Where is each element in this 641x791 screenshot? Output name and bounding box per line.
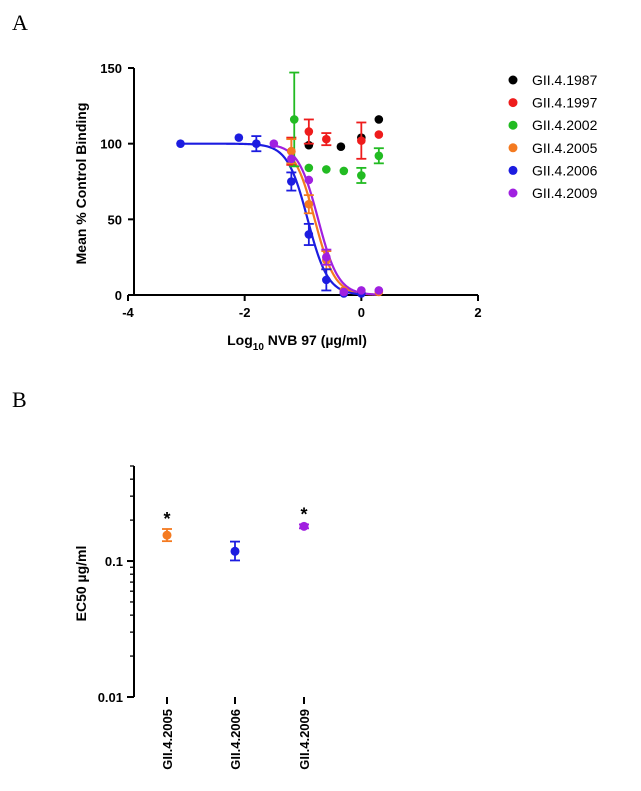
panel-b-axes: 0.01 0.1 GII.4.2005 GII.4.2006 GII.4.2009 [98,465,312,770]
data-point [304,127,314,136]
x-label-log: Log [227,332,253,348]
data-point [230,546,240,556]
x-tick-label: -2 [239,305,251,320]
data-point [322,275,331,285]
legend-label: GII.4.2005 [532,140,598,156]
data-point [374,115,384,124]
x-tick-label: 2 [474,305,481,320]
data-point [374,151,384,161]
data-point [339,287,349,297]
y-tick-label: 50 [108,212,122,227]
x-tick-label: GII.4.2005 [160,709,175,770]
legend-label: GII.4.2009 [532,185,598,201]
y-tick-label: 150 [100,61,122,76]
fit-curve [180,142,362,296]
x-label-subscript: 10 [253,342,265,353]
data-point [304,163,314,173]
x-tick-label: -4 [122,305,134,320]
data-point [304,199,314,209]
data-point [234,133,244,142]
y-tick-label: 0.01 [98,690,123,705]
data-point [357,136,366,145]
panel-a-legend: GII.4.1987 GII.4.1997 GII.4.2002 GII.4.2005… [508,72,598,201]
y-tick-label: 0.1 [105,554,123,569]
panel-a-y-axis-label: Mean % Control Binding [73,103,89,265]
data-point [299,521,309,531]
data-point [287,154,296,164]
data-point [374,286,384,295]
data-point [322,165,331,174]
legend-label: GII.4.2006 [532,162,598,178]
panel-b-data-points: * * [162,504,309,562]
data-point [357,286,366,295]
data-point [269,139,279,148]
panel-b-y-axis-label: EC50 µg/ml [73,546,89,622]
data-point [162,530,172,540]
data-point [357,171,366,180]
data-point [339,166,349,176]
legend-marker [508,75,518,85]
data-point [304,175,314,185]
panel-a-fit-curves [180,142,379,296]
fit-curve [290,156,379,296]
significance-star: * [163,509,170,529]
data-point [322,252,331,262]
x-tick-label: GII.4.2006 [228,709,243,770]
legend-label: GII.4.2002 [532,117,598,133]
legend-label: GII.4.1997 [532,95,598,111]
legend-marker [508,143,518,153]
data-point [289,115,299,124]
panel-a-x-axis-label: Log10 NVB 97 (µg/ml) [227,332,367,353]
legend-marker [508,120,518,130]
panel-a-data-points [176,71,384,298]
x-label-rest: NVB 97 (µg/ml) [264,332,367,348]
data-point [374,130,384,139]
data-point [304,230,314,239]
x-tick-label: 0 [358,305,365,320]
significance-star: * [300,504,307,524]
legend-marker [508,98,518,108]
legend-marker [508,188,518,198]
data-point [287,177,296,186]
x-tick-label: GII.4.2009 [297,709,312,770]
panel-a-letter: A [12,10,28,35]
data-point [287,146,296,156]
legend-marker [508,165,518,175]
y-tick-label: 100 [100,137,122,152]
y-tick-label: 0 [115,288,122,303]
data-point [336,142,346,151]
data-point [176,139,185,148]
legend-label: GII.4.1987 [532,72,598,88]
panel-a-axes: 0 50 100 150 -4 -2 0 2 [100,61,481,320]
data-point [322,134,331,144]
data-point [252,139,261,148]
panel-b-letter: B [12,387,27,412]
